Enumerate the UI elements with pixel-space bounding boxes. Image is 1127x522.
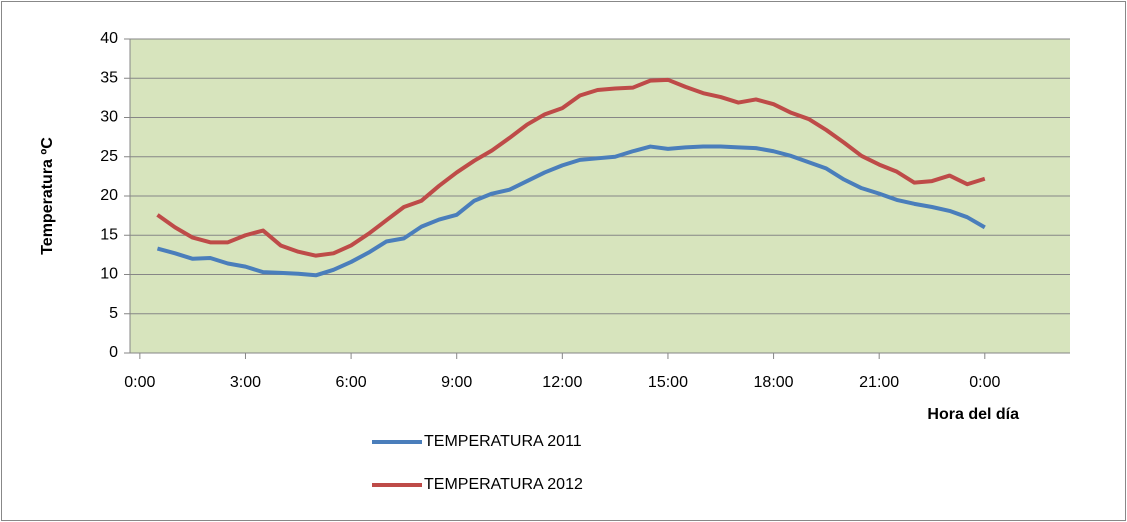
x-tick-label: 3:00	[230, 374, 261, 391]
x-tick-label: 12:00	[542, 374, 582, 391]
x-tick-label: 9:00	[441, 374, 472, 391]
y-tick-label: 5	[109, 305, 118, 322]
y-axis-title: Temperatura ºC	[39, 137, 56, 255]
y-tick-label: 20	[100, 187, 118, 204]
x-tick-label: 21:00	[859, 374, 899, 391]
legend-label: TEMPERATURA 2012	[424, 476, 583, 493]
x-tick-label: 6:00	[336, 374, 367, 391]
y-tick-label: 10	[100, 266, 118, 283]
y-tick-label: 30	[100, 109, 118, 126]
x-axis-title: Hora del día	[927, 406, 1019, 423]
x-tick-label: 0:00	[969, 374, 1000, 391]
y-tick-label: 35	[100, 69, 118, 86]
y-tick-label: 25	[100, 148, 118, 165]
x-tick-label: 15:00	[648, 374, 688, 391]
y-tick-label: 40	[100, 30, 118, 47]
y-tick-label: 0	[109, 344, 118, 361]
legend-label: TEMPERATURA 2011	[424, 433, 582, 450]
series-line	[156, 144, 986, 278]
y-tick-label: 15	[100, 226, 118, 243]
series-line	[156, 77, 986, 258]
x-tick-label: 18:00	[754, 374, 794, 391]
x-tick-label: 0:00	[124, 374, 155, 391]
